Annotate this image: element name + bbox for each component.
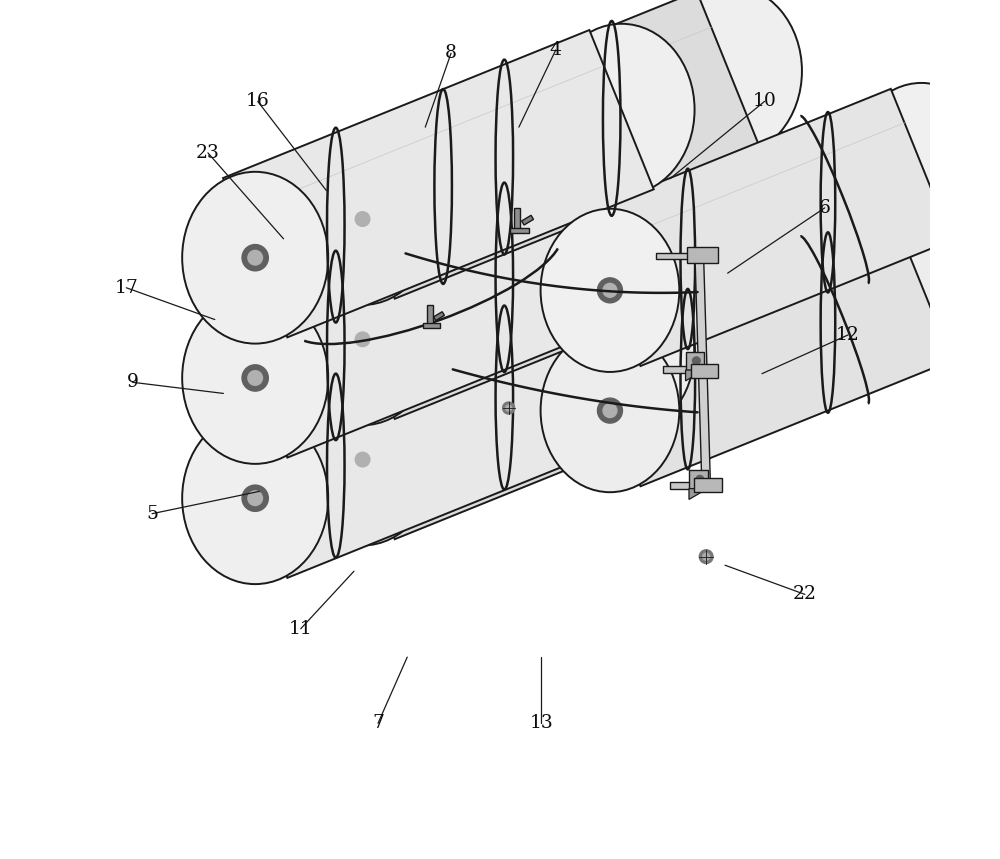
Circle shape: [248, 371, 262, 385]
Text: 4: 4: [550, 41, 562, 58]
Text: 5: 5: [146, 505, 158, 522]
Ellipse shape: [549, 265, 695, 436]
Circle shape: [355, 452, 370, 466]
Polygon shape: [689, 489, 708, 499]
Polygon shape: [522, 216, 534, 225]
Circle shape: [349, 206, 376, 232]
Ellipse shape: [182, 172, 328, 344]
Ellipse shape: [290, 374, 436, 545]
Polygon shape: [423, 323, 440, 328]
Circle shape: [699, 550, 713, 564]
Polygon shape: [223, 30, 654, 338]
Circle shape: [248, 250, 262, 265]
Polygon shape: [223, 271, 654, 578]
Polygon shape: [689, 470, 708, 489]
Polygon shape: [510, 228, 529, 234]
Ellipse shape: [549, 24, 695, 196]
Ellipse shape: [541, 209, 679, 372]
Polygon shape: [698, 369, 710, 485]
Circle shape: [703, 553, 710, 560]
Polygon shape: [330, 232, 761, 539]
Text: 8: 8: [445, 45, 457, 62]
Polygon shape: [223, 150, 654, 458]
Text: 13: 13: [529, 715, 553, 732]
Ellipse shape: [541, 329, 679, 492]
Circle shape: [248, 491, 262, 505]
Text: 12: 12: [836, 326, 860, 344]
Text: 23: 23: [196, 144, 220, 161]
Ellipse shape: [182, 292, 328, 464]
Circle shape: [242, 485, 268, 511]
Polygon shape: [663, 366, 703, 373]
Ellipse shape: [290, 253, 436, 425]
Text: 7: 7: [372, 715, 384, 732]
Text: 11: 11: [289, 620, 313, 637]
Polygon shape: [670, 482, 706, 489]
Ellipse shape: [549, 144, 695, 316]
Circle shape: [242, 245, 268, 271]
Circle shape: [696, 476, 704, 483]
Circle shape: [349, 447, 376, 472]
Polygon shape: [656, 253, 699, 259]
Polygon shape: [695, 256, 707, 369]
Ellipse shape: [852, 83, 991, 247]
Polygon shape: [694, 478, 722, 492]
Polygon shape: [330, 112, 761, 419]
Polygon shape: [696, 251, 706, 260]
Polygon shape: [330, 0, 761, 299]
Polygon shape: [686, 370, 704, 381]
Circle shape: [503, 402, 515, 414]
Polygon shape: [686, 351, 704, 370]
Circle shape: [349, 326, 376, 352]
Text: 22: 22: [793, 586, 817, 603]
Ellipse shape: [852, 204, 991, 367]
Text: 9: 9: [126, 374, 138, 391]
Ellipse shape: [182, 412, 328, 584]
Polygon shape: [434, 312, 444, 320]
Text: 6: 6: [819, 199, 831, 216]
Polygon shape: [691, 364, 718, 378]
Circle shape: [506, 405, 512, 411]
Circle shape: [603, 404, 617, 417]
Circle shape: [355, 332, 370, 346]
Ellipse shape: [656, 106, 802, 277]
Ellipse shape: [656, 0, 802, 157]
Text: 16: 16: [246, 93, 270, 110]
Polygon shape: [687, 247, 718, 263]
Text: 17: 17: [114, 279, 138, 296]
Ellipse shape: [290, 133, 436, 305]
Circle shape: [597, 398, 622, 423]
Polygon shape: [427, 305, 433, 326]
Ellipse shape: [656, 226, 802, 398]
Circle shape: [597, 277, 622, 303]
Circle shape: [603, 283, 617, 297]
Circle shape: [693, 357, 700, 364]
Text: 10: 10: [753, 93, 777, 110]
Polygon shape: [579, 209, 952, 486]
Polygon shape: [579, 88, 952, 366]
Circle shape: [355, 211, 370, 226]
Polygon shape: [514, 208, 520, 230]
Circle shape: [242, 365, 268, 391]
